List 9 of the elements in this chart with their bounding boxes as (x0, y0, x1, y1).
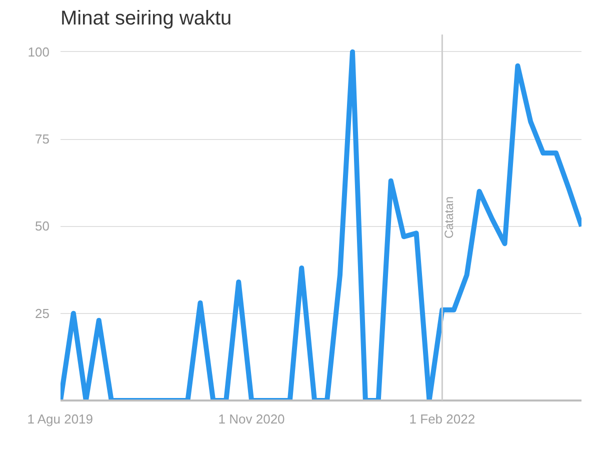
y-tick-label: 75 (35, 132, 50, 147)
x-tick-label: 1 Nov 2020 (218, 412, 285, 426)
x-tick-label: 1 Feb 2022 (409, 412, 476, 426)
y-tick-label: 100 (28, 44, 50, 60)
y-tick-label: 50 (35, 218, 50, 234)
ref-line-label: Catatan (442, 196, 456, 239)
chart-title: Minat seiring waktu (60, 8, 232, 30)
x-tick-label: 1 Agu 2019 (27, 412, 94, 426)
y-tick-label: 25 (35, 306, 50, 321)
